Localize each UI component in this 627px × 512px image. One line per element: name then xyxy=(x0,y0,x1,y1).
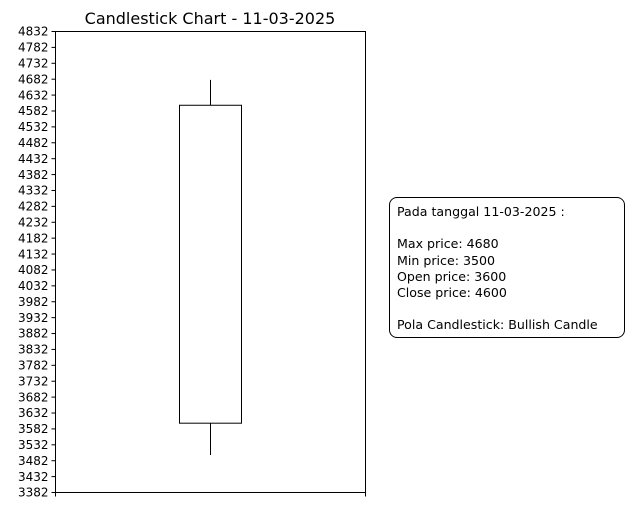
y-tick-label: 4532 xyxy=(18,120,49,134)
y-tick-label: 4232 xyxy=(18,215,49,229)
y-tick-label: 3832 xyxy=(18,343,49,357)
info-box: Pada tanggal 11-03-2025 : Max price: 468… xyxy=(389,197,625,338)
y-tick-label: 3732 xyxy=(18,374,49,388)
y-tick-label: 3982 xyxy=(18,295,49,309)
y-tick-label: 4332 xyxy=(18,184,49,198)
y-tick-label: 4582 xyxy=(18,104,49,118)
y-tick-label: 3432 xyxy=(18,470,49,484)
candle-body xyxy=(179,104,242,424)
y-tick-label: 4632 xyxy=(18,88,49,102)
y-tick-label: 4782 xyxy=(18,41,49,55)
y-tick-label: 4832 xyxy=(18,25,49,39)
y-tick-label: 4732 xyxy=(18,56,49,70)
y-tick-label: 3932 xyxy=(18,311,49,325)
y-tick-label: 3632 xyxy=(18,406,49,420)
info-min-line: Min price: 3500 xyxy=(397,252,495,268)
info-spacer xyxy=(397,220,617,236)
y-tick-label: 4382 xyxy=(18,168,49,182)
info-date-line: Pada tanggal 11-03-2025 : xyxy=(397,204,565,219)
info-pattern-line: Pola Candlestick: Bullish Candle xyxy=(397,317,598,333)
y-tick-label: 3682 xyxy=(18,390,49,404)
info-spacer xyxy=(397,301,617,317)
info-open-line: Open price: 3600 xyxy=(397,268,507,284)
y-tick-label: 3882 xyxy=(18,327,49,341)
y-tick-label: 3782 xyxy=(18,359,49,373)
y-tick-label: 4182 xyxy=(18,231,49,245)
y-tick-label: 3582 xyxy=(18,422,49,436)
y-tick-label: 3382 xyxy=(18,486,49,500)
y-tick-label: 3482 xyxy=(18,454,49,468)
y-tick-label: 4432 xyxy=(18,152,49,166)
y-tick-label: 4032 xyxy=(18,279,49,293)
info-max-line: Max price: 4680 xyxy=(397,236,499,252)
plot-frame xyxy=(55,31,366,493)
y-tick-label: 4682 xyxy=(18,72,49,86)
info-close-line: Close price: 4600 xyxy=(397,285,507,300)
chart-title: Candlestick Chart - 11-03-2025 xyxy=(85,9,336,28)
y-tick-label: 3532 xyxy=(18,438,49,452)
y-tick-label: 4482 xyxy=(18,136,49,150)
y-tick-label: 4132 xyxy=(18,247,49,261)
candle-series xyxy=(179,79,242,455)
y-tick-label: 4082 xyxy=(18,263,49,277)
y-tick-label: 4282 xyxy=(18,200,49,214)
